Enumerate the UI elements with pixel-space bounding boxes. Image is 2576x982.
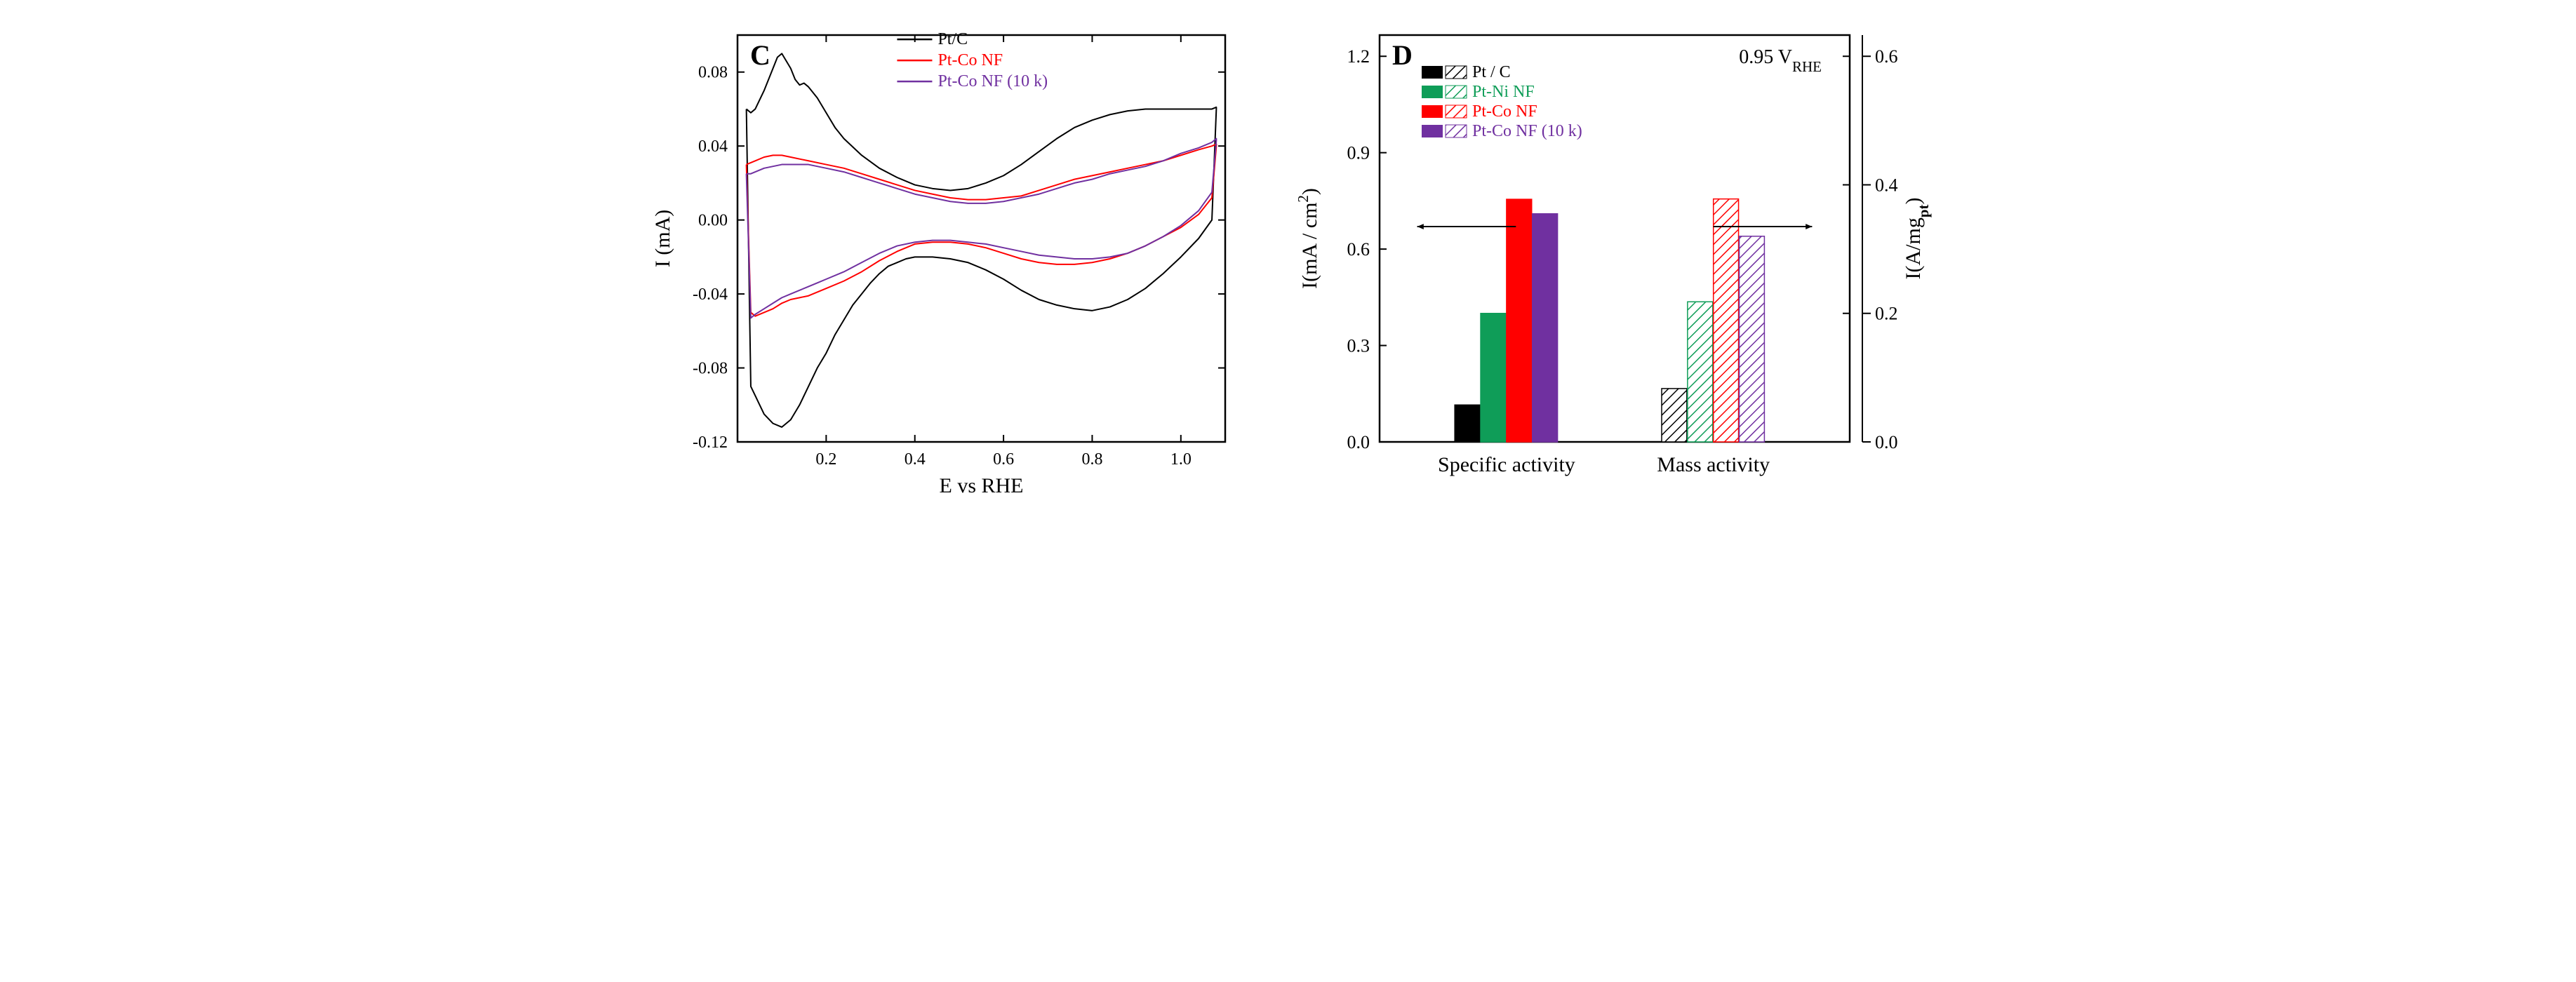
svg-text:0.04: 0.04	[698, 137, 728, 156]
svg-text:Pt / C: Pt / C	[1472, 63, 1511, 81]
svg-text:0.0: 0.0	[1347, 432, 1370, 452]
svg-text:0.9: 0.9	[1347, 143, 1370, 163]
svg-text:Pt-Co NF: Pt-Co NF	[1472, 102, 1537, 121]
svg-text:Specific activity: Specific activity	[1438, 453, 1575, 476]
svg-text:C: C	[750, 39, 770, 71]
svg-text:0.4: 0.4	[1875, 175, 1898, 195]
svg-text:I (mA): I (mA)	[651, 210, 674, 267]
svg-text:Pt-Co NF: Pt-Co NF	[937, 51, 1003, 69]
svg-text:Pt-Ni NF: Pt-Ni NF	[1472, 83, 1535, 101]
svg-text:1.2: 1.2	[1347, 46, 1370, 67]
svg-text:0.6: 0.6	[1347, 239, 1370, 260]
svg-text:I(mA / cm2): I(mA / cm2)	[1295, 188, 1321, 289]
svg-text:Mass activity: Mass activity	[1657, 453, 1770, 476]
svg-text:Pt-Co NF (10 k): Pt-Co NF (10 k)	[1472, 122, 1582, 140]
svg-text:-0.12: -0.12	[693, 433, 728, 452]
svg-text:E vs RHE: E vs RHE	[939, 474, 1023, 497]
cv-plot: 0.2 0.4 0.6 0.8 1.0 -0.12 -0.08 -0.04 0.00 0.04 0.…	[643, 14, 1246, 505]
svg-text:0.0: 0.0	[1875, 432, 1898, 452]
svg-text:-0.08: -0.08	[693, 360, 728, 378]
bar-plot: 0.0 0.3 0.6 0.9 1.2 0.0 0.2 0.4 0.6 I(mA / cm2) I(…	[1288, 14, 1934, 505]
svg-text:0.6: 0.6	[1875, 46, 1898, 67]
panel-d: 0.0 0.3 0.6 0.9 1.2 0.0 0.2 0.4 0.6 I(mA / cm2) I(…	[1288, 14, 1934, 505]
svg-text:-0.04: -0.04	[693, 285, 728, 304]
svg-text:0.6: 0.6	[993, 450, 1014, 469]
svg-text:I(A/mgpt): I(A/mgpt)	[1902, 197, 1932, 279]
svg-text:0.2: 0.2	[815, 450, 836, 469]
svg-text:0.2: 0.2	[1875, 304, 1898, 324]
svg-text:D: D	[1392, 39, 1413, 71]
svg-text:0.3: 0.3	[1347, 336, 1370, 356]
svg-text:0.8: 0.8	[1081, 450, 1102, 469]
svg-text:0.00: 0.00	[698, 212, 728, 230]
panel-c: 0.2 0.4 0.6 0.8 1.0 -0.12 -0.08 -0.04 0.00 0.04 0.…	[643, 14, 1246, 505]
svg-text:0.4: 0.4	[904, 450, 925, 469]
svg-text:0.08: 0.08	[698, 64, 728, 82]
svg-text:Pt-Co NF (10 k): Pt-Co NF (10 k)	[937, 72, 1048, 90]
svg-text:1.0: 1.0	[1170, 450, 1191, 469]
svg-text:Pt/C: Pt/C	[937, 30, 968, 48]
